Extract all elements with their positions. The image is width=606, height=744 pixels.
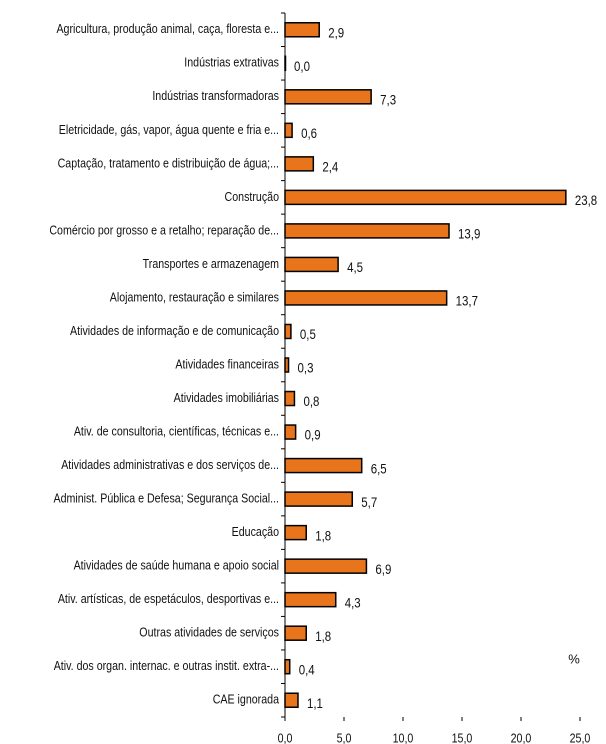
x-tick-label: 0,0 [278, 730, 293, 744]
bar [284, 658, 291, 675]
bar [284, 558, 368, 574]
y-tick-label: Administ. Pública e Defesa; Segurança So… [53, 491, 279, 506]
y-tick-label: Atividades imobiliárias [174, 390, 279, 405]
value-label: 23,8 [575, 192, 597, 208]
x-tick-label: 15,0 [452, 730, 473, 744]
value-label: 13,9 [458, 225, 480, 241]
bar [284, 424, 297, 440]
y-tick-label: CAE ignorada [213, 692, 280, 707]
y-tick-label: Ativ. de consultoria, científicas, técni… [74, 423, 279, 438]
value-label: 2,4 [322, 158, 338, 174]
bar [284, 591, 337, 608]
x-tick-label: 10,0 [393, 730, 414, 744]
value-label: 6,5 [371, 460, 387, 476]
y-tick-label: Ativ. dos organ. internac. e outras inst… [54, 658, 279, 673]
bar [284, 491, 354, 507]
bar [284, 625, 307, 641]
value-label: 7,3 [380, 91, 396, 107]
value-label: 4,3 [345, 594, 361, 610]
value-label: 13,7 [456, 293, 478, 309]
y-tick-label: Atividades de informação e de comunicaçã… [70, 323, 279, 338]
value-label: 1,8 [315, 527, 331, 543]
value-label: 0,8 [303, 393, 319, 409]
bar [284, 22, 320, 38]
bar [284, 290, 448, 306]
bar [284, 692, 299, 708]
y-tick-label: Indústrias extrativas [184, 55, 279, 70]
bar [284, 357, 290, 373]
y-tick-label: Ativ. artísticas, de espetáculos, despor… [58, 591, 279, 606]
value-label: 1,8 [315, 628, 331, 644]
bar [284, 390, 296, 407]
value-label: 6,9 [375, 561, 391, 577]
bar [284, 55, 287, 72]
y-tick-label: Eletricidade, gás, vapor, água quente e … [59, 122, 279, 137]
value-label: 1,1 [307, 695, 323, 711]
bar [284, 256, 339, 273]
bar [284, 524, 307, 541]
y-tick-label: Atividades de saúde humana e apoio socia… [74, 558, 279, 573]
value-label: 5,7 [361, 494, 377, 510]
value-label: 2,9 [328, 24, 344, 40]
bar [284, 89, 372, 105]
y-tick-label: Outras atividades de serviços [139, 625, 279, 640]
value-label: 0,4 [299, 661, 315, 677]
y-tick-label: Atividades financeiras [175, 356, 279, 371]
y-tick-label: Comércio por grosso e a retalho; reparaç… [49, 222, 279, 237]
bar [284, 223, 450, 239]
y-tick-label: Alojamento, restauração e similares [110, 289, 279, 304]
x-tick-label: 20,0 [511, 730, 532, 744]
value-label: 0,3 [298, 360, 314, 376]
value-label: 0,6 [301, 125, 317, 141]
bar [284, 122, 293, 139]
bar [284, 156, 315, 172]
y-tick-label: Educação [232, 524, 280, 539]
bar [284, 457, 363, 474]
y-tick-label: Captação, tratamento e distribuição de á… [58, 155, 279, 170]
x-tick-label: 25,0 [570, 730, 591, 744]
y-tick-label: Agricultura, produção animal, caça, flor… [56, 21, 279, 36]
value-label: 0,0 [294, 58, 310, 74]
y-tick-label: Construção [225, 189, 280, 204]
bar [284, 189, 567, 206]
y-tick-label: Transportes e armazenagem [143, 256, 279, 271]
value-label: 4,5 [347, 259, 363, 275]
y-tick-label: Indústrias transformadoras [152, 88, 279, 103]
unit-annotation: % [568, 651, 580, 666]
value-label: 0,5 [300, 326, 316, 342]
bar [284, 323, 292, 340]
y-tick-label: Atividades administrativas e dos serviço… [61, 457, 279, 472]
value-label: 0,9 [305, 427, 321, 443]
x-tick-label: 5,0 [337, 730, 352, 744]
